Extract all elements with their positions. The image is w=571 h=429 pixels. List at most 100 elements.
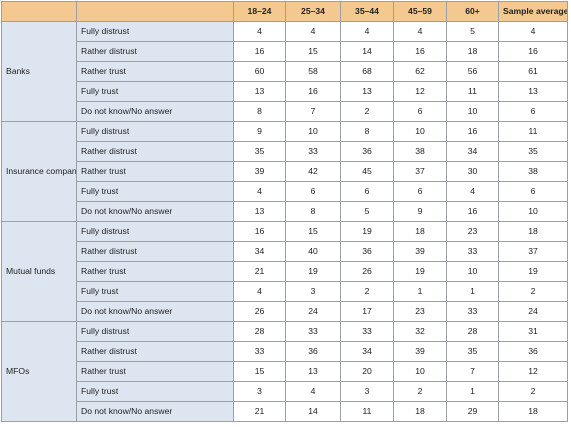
value-cell: 1	[393, 281, 447, 302]
value-cell: 38	[393, 141, 447, 162]
table-row: Mutual funds Fully distrust 16 15 19 18 23 18	[1, 221, 568, 322]
group-label: Insurance companies	[1, 121, 77, 222]
response-label: Fully trust	[76, 81, 234, 102]
value-cell: 33	[446, 301, 499, 322]
table-row: Rather distrust 35 33 36 38 34 35	[2, 141, 568, 162]
column-header: 18–24	[233, 1, 286, 22]
value-cell: 33	[233, 341, 286, 362]
value-cell: 18	[498, 221, 568, 242]
value-cell: 26	[233, 301, 286, 322]
value-cell: 36	[340, 241, 394, 262]
value-cell: 18	[393, 221, 447, 242]
value-cell: 10	[285, 121, 341, 142]
value-cell: 42	[285, 161, 341, 182]
value-cell: 35	[446, 341, 499, 362]
group-label: Banks	[1, 21, 77, 122]
response-label: Rather trust	[76, 61, 234, 82]
value-cell: 5	[446, 21, 499, 42]
response-label: Fully trust	[76, 281, 234, 302]
value-cell: 19	[393, 261, 447, 282]
value-cell: 13	[498, 81, 568, 102]
value-cell: 61	[498, 61, 568, 82]
value-cell: 1	[446, 381, 499, 402]
value-cell: 15	[285, 41, 341, 62]
table-row: Do not know/No answer 13 8 5 9 16 10	[2, 201, 568, 222]
value-cell: 19	[285, 261, 341, 282]
table-row: Rather distrust 16 15 14 16 18 16	[2, 41, 568, 62]
value-cell: 10	[446, 261, 499, 282]
value-cell: 8	[340, 121, 394, 142]
value-cell: 68	[340, 61, 394, 82]
column-header: 60+	[446, 1, 499, 22]
value-cell: 10	[446, 101, 499, 122]
value-cell: 4	[285, 381, 341, 402]
value-cell: 23	[393, 301, 447, 322]
table-row: Do not know/No answer 26 24 17 23 33 24	[2, 301, 568, 322]
value-cell: 6	[498, 181, 568, 202]
response-label: Do not know/No answer	[76, 301, 234, 322]
value-cell: 29	[446, 401, 499, 422]
table-row: Do not know/No answer 8 7 2 6 10 6	[2, 101, 568, 122]
response-label: Fully trust	[76, 381, 234, 402]
value-cell: 45	[340, 161, 394, 182]
value-cell: 16	[285, 81, 341, 102]
table-row: Rather trust 21 19 26 19 10 19	[2, 261, 568, 282]
value-cell: 4	[233, 181, 286, 202]
value-cell: 10	[393, 121, 447, 142]
response-label: Do not know/No answer	[76, 101, 234, 122]
value-cell: 6	[393, 181, 447, 202]
value-cell: 6	[340, 181, 394, 202]
value-cell: 16	[446, 201, 499, 222]
value-cell: 30	[446, 161, 499, 182]
table-row: Fully trust 4 6 6 6 4 6	[2, 181, 568, 202]
value-cell: 33	[340, 321, 394, 342]
value-cell: 60	[233, 61, 286, 82]
header-row: 18–24 25–34 35–44 45–59 60+ Sample avera…	[1, 1, 568, 22]
value-cell: 7	[446, 361, 499, 382]
value-cell: 21	[233, 261, 286, 282]
response-label: Fully distrust	[76, 121, 234, 142]
value-cell: 35	[233, 141, 286, 162]
value-cell: 3	[285, 281, 341, 302]
value-cell: 11	[498, 121, 568, 142]
response-label: Rather trust	[76, 161, 234, 182]
column-header: Sample average	[498, 1, 568, 22]
value-cell: 31	[498, 321, 568, 342]
value-cell: 2	[393, 381, 447, 402]
value-cell: 24	[285, 301, 341, 322]
table-row: Do not know/No answer 21 14 11 18 29 18	[2, 401, 568, 422]
value-cell: 13	[285, 361, 341, 382]
value-cell: 15	[285, 221, 341, 242]
response-label: Fully distrust	[76, 321, 234, 342]
value-cell: 20	[340, 361, 394, 382]
value-cell: 28	[446, 321, 499, 342]
response-label: Rather distrust	[76, 241, 234, 262]
value-cell: 28	[233, 321, 286, 342]
response-label: Rather distrust	[76, 341, 234, 362]
response-label: Rather distrust	[76, 141, 234, 162]
response-label: Rather distrust	[76, 41, 234, 62]
value-cell: 14	[340, 41, 394, 62]
value-cell: 2	[498, 281, 568, 302]
table-row: Banks Fully distrust 4 4 4 4 5 4	[1, 21, 568, 122]
value-cell: 19	[340, 221, 394, 242]
table-row: Rather trust 15 13 20 10 7 12	[2, 361, 568, 382]
value-cell: 2	[340, 281, 394, 302]
table-row: Fully trust 4 3 2 1 1 2	[2, 281, 568, 302]
table-row: Rather trust 60 58 68 62 56 61	[2, 61, 568, 82]
value-cell: 39	[233, 161, 286, 182]
table-row: MFOs Fully distrust 28 33 33 32 28 31	[1, 321, 568, 422]
value-cell: 9	[393, 201, 447, 222]
value-cell: 36	[498, 341, 568, 362]
value-cell: 16	[233, 41, 286, 62]
value-cell: 13	[340, 81, 394, 102]
value-cell: 17	[340, 301, 394, 322]
value-cell: 16	[498, 41, 568, 62]
value-cell: 36	[340, 141, 394, 162]
value-cell: 4	[446, 181, 499, 202]
value-cell: 2	[340, 101, 394, 122]
value-cell: 36	[285, 341, 341, 362]
value-cell: 34	[340, 341, 394, 362]
group-label: Mutual funds	[1, 221, 77, 322]
value-cell: 39	[393, 341, 447, 362]
